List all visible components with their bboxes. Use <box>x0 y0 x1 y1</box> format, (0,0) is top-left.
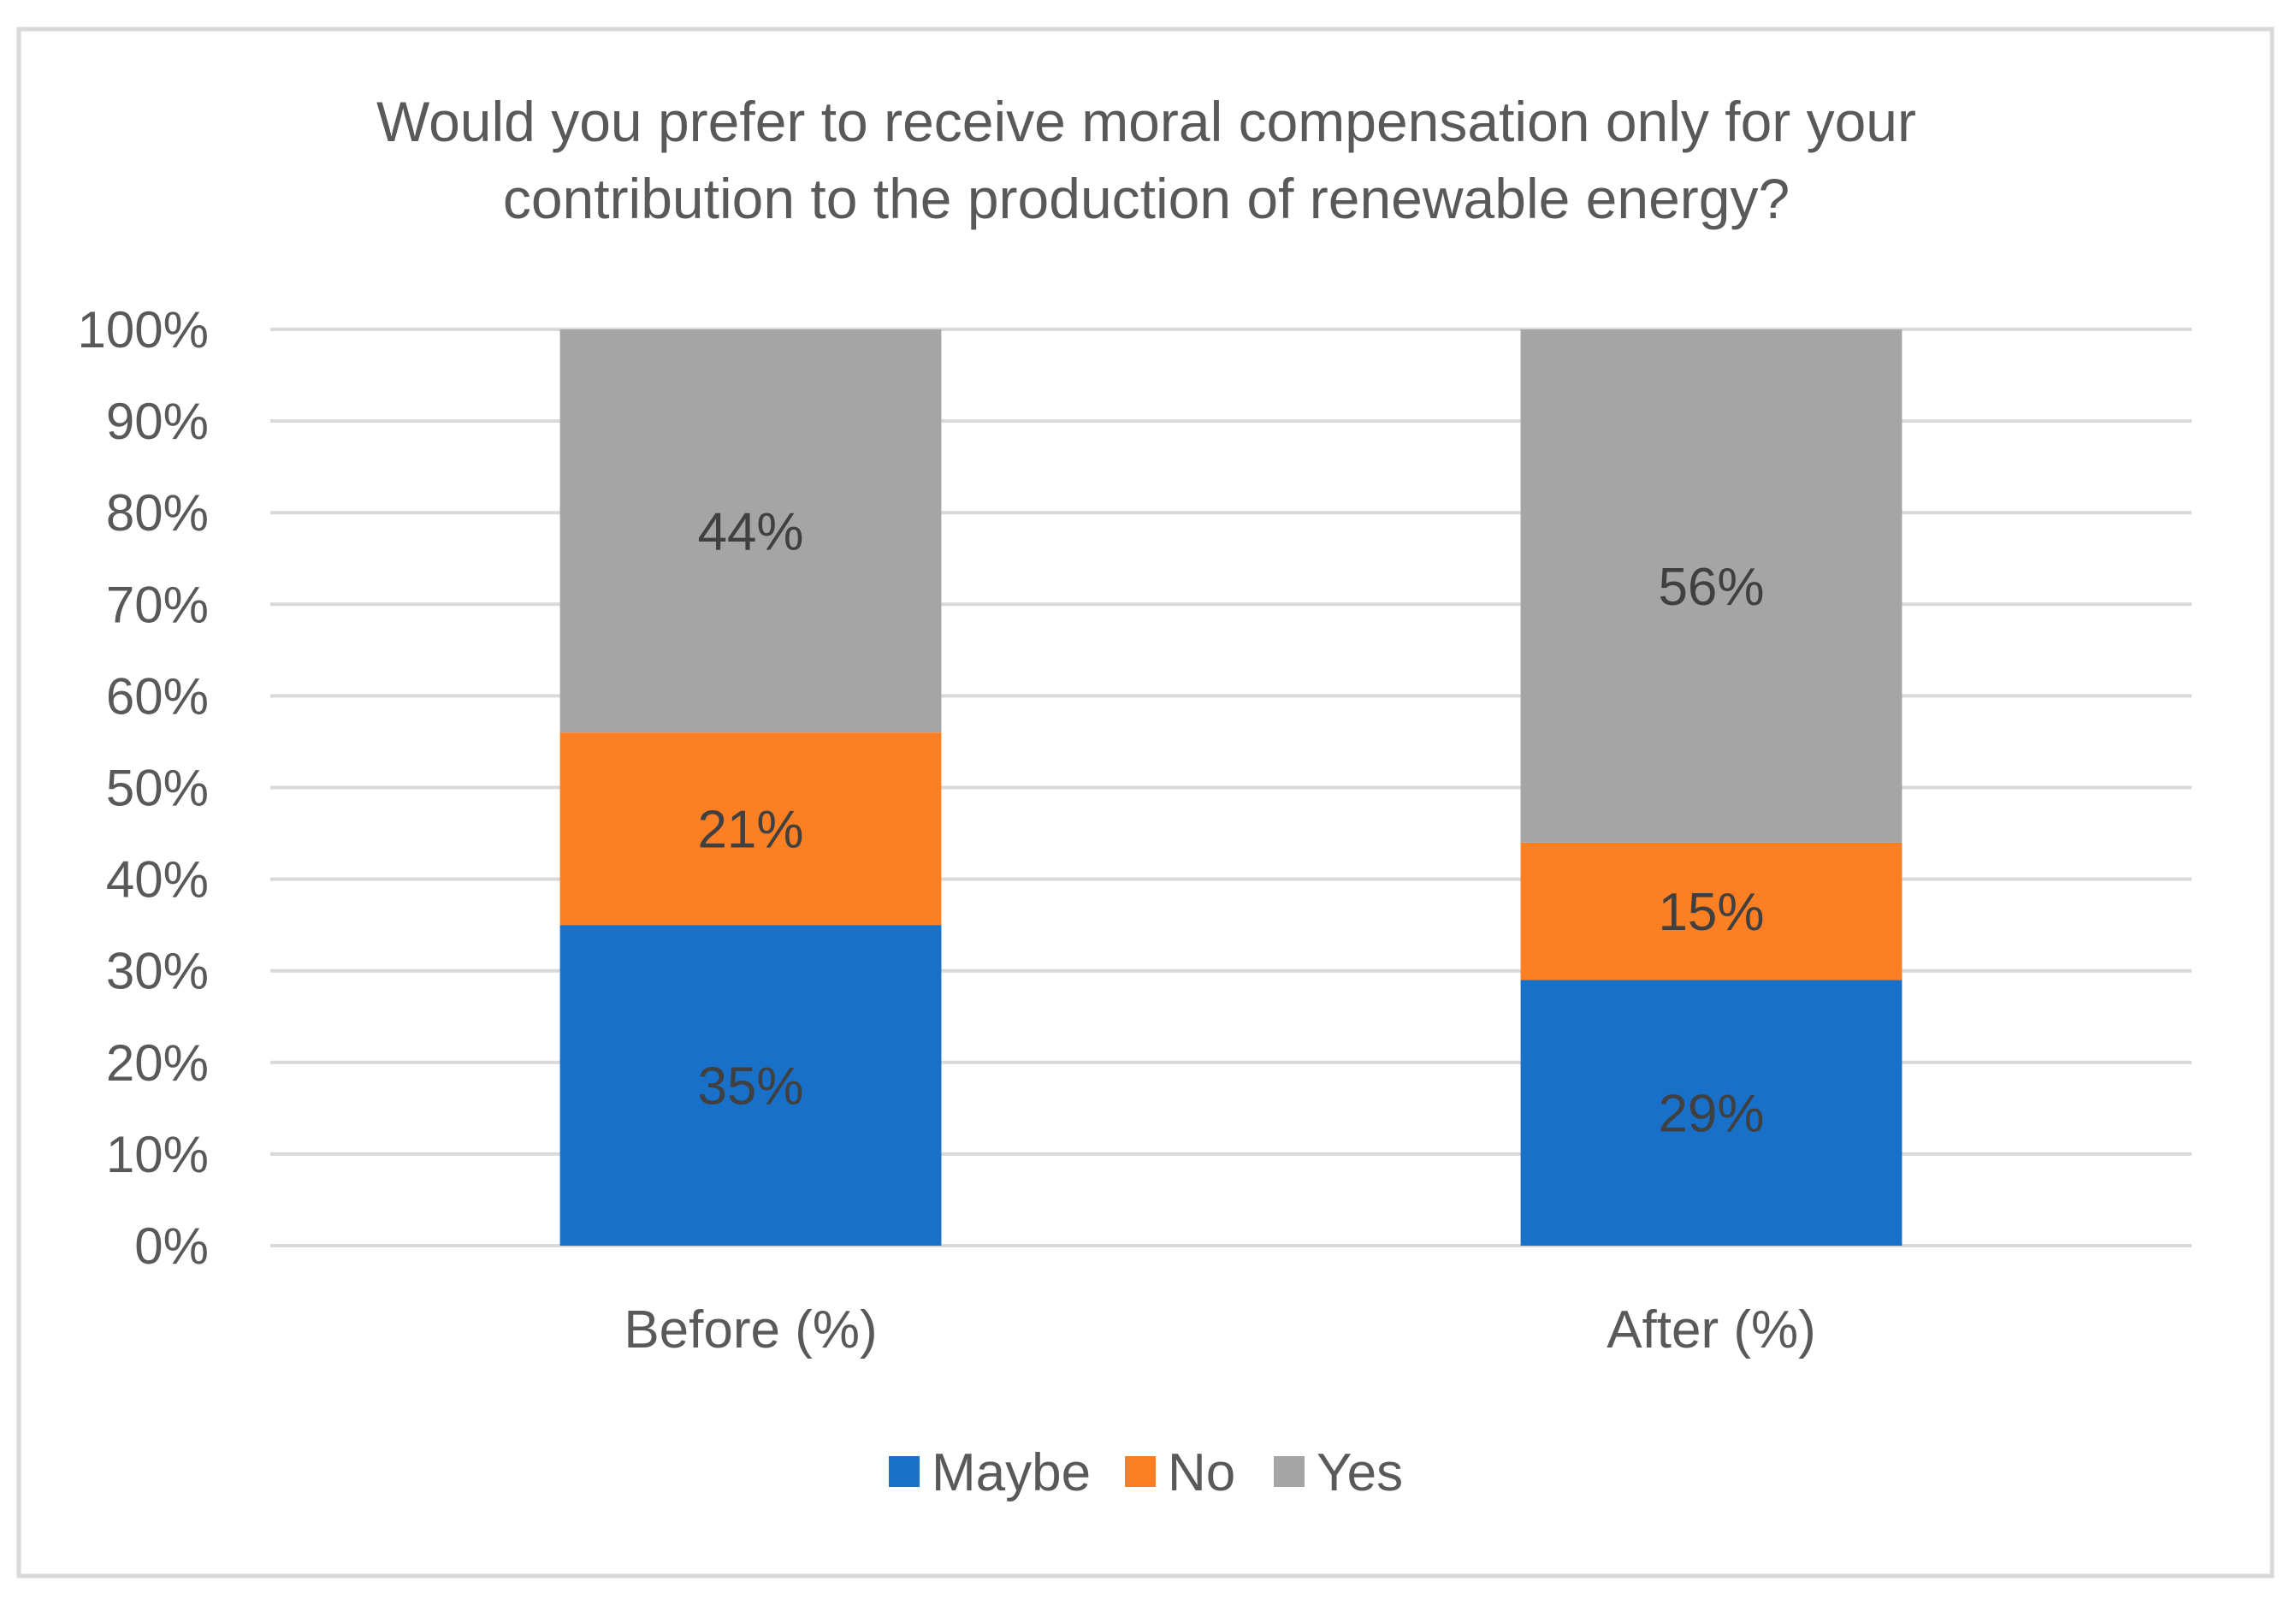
data-label: 35% <box>697 1057 803 1116</box>
data-label: 44% <box>697 503 803 562</box>
legend-swatch <box>889 1456 920 1487</box>
legend-swatch <box>1125 1456 1156 1487</box>
y-tick-label: 20% <box>106 1034 209 1092</box>
bar-segment <box>1520 329 1902 843</box>
chart-title-line-1: Would you prefer to receive moral compen… <box>376 90 1916 153</box>
data-labels: 35% 21% 44% 29% 15% 56% <box>697 503 1764 1144</box>
legend-item: Maybe <box>889 1443 1091 1502</box>
chart-border <box>16 27 2275 1578</box>
y-axis-tick-labels: 0% 10% 20% 30% 40% 50% 60% 70% 80% 90% 100% <box>78 301 209 1275</box>
bar-segment <box>559 732 942 926</box>
bar-stacks <box>559 329 1902 1246</box>
y-tick-label: 70% <box>106 576 209 633</box>
y-tick-label: 100% <box>78 301 209 358</box>
data-label: 21% <box>697 801 803 860</box>
chart-title-line-2: contribution to the production of renewa… <box>503 167 1790 230</box>
y-tick-label: 90% <box>106 393 209 450</box>
legend-item: No <box>1125 1443 1235 1502</box>
data-label: 29% <box>1658 1085 1764 1144</box>
x-tick-label: Before (%) <box>624 1300 877 1359</box>
y-tick-label: 40% <box>106 851 209 909</box>
legend-item: Yes <box>1274 1443 1403 1502</box>
y-tick-label: 50% <box>106 760 209 817</box>
bar-segment <box>1520 980 1902 1246</box>
bar-segment <box>1520 842 1902 980</box>
legend-swatch <box>1274 1456 1305 1487</box>
y-tick-label: 10% <box>106 1126 209 1183</box>
y-tick-label: 60% <box>106 667 209 725</box>
bar-segment <box>559 925 942 1246</box>
data-label: 56% <box>1658 558 1764 617</box>
y-tick-label: 80% <box>106 484 209 542</box>
y-tick-label: 0% <box>134 1217 209 1275</box>
x-tick-label: After (%) <box>1607 1300 1816 1359</box>
legend-label: No <box>1168 1443 1235 1502</box>
data-label: 15% <box>1658 883 1764 942</box>
legend-label: Maybe <box>932 1443 1091 1502</box>
y-tick-label: 30% <box>106 943 209 1000</box>
x-axis-tick-labels: Before (%) After (%) <box>624 1300 1815 1359</box>
legend: Maybe No Yes <box>889 1443 1403 1502</box>
bar-segment <box>559 329 942 733</box>
legend-label: Yes <box>1317 1443 1403 1502</box>
